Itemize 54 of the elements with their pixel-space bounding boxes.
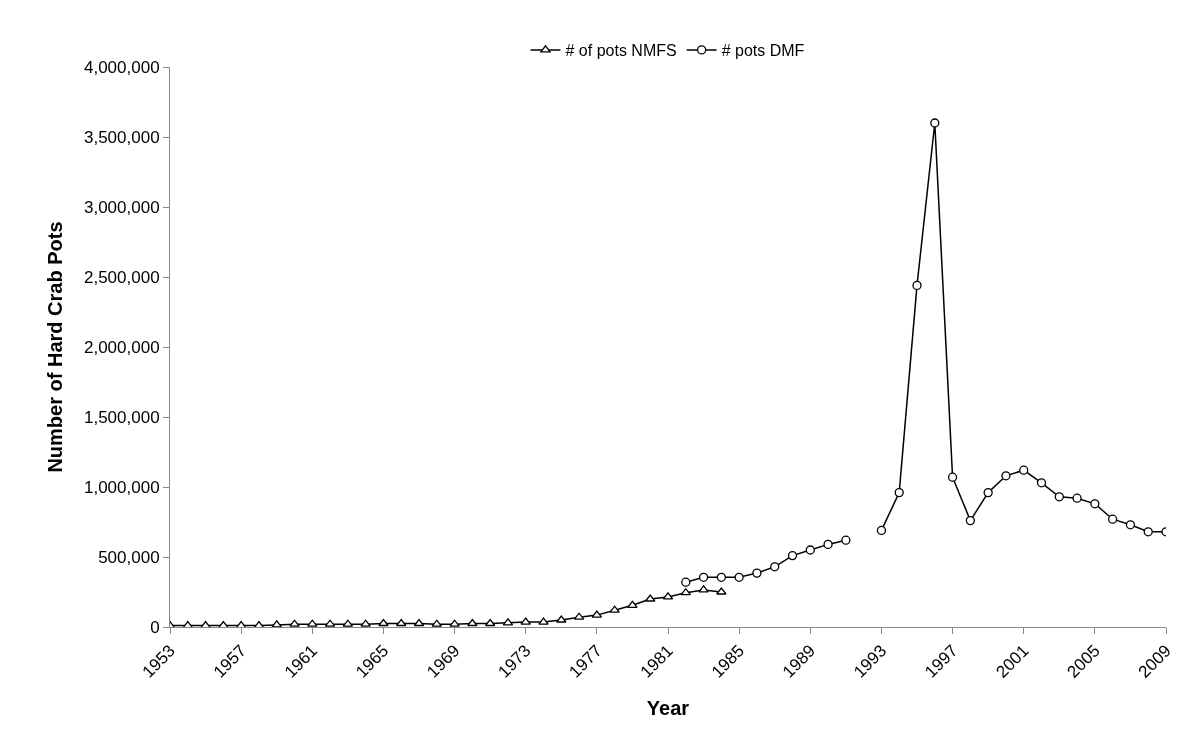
point: [770, 562, 780, 572]
point: [698, 572, 709, 582]
y-tick-label: 2,000,000: [83, 337, 160, 357]
point: [538, 617, 549, 625]
point: [1072, 493, 1082, 503]
point: [609, 605, 620, 613]
y-tick-label: 4,000,000: [83, 57, 160, 77]
point: [805, 545, 815, 555]
y-tick-label: 3,000,000: [83, 197, 160, 217]
legend-label: # pots DMF: [721, 42, 805, 60]
point: [1090, 499, 1100, 509]
point: [1019, 465, 1029, 475]
point: [983, 487, 993, 498]
point: [876, 525, 887, 536]
point: [681, 577, 691, 587]
point: [734, 572, 744, 582]
point: [1125, 520, 1136, 530]
point: [894, 487, 904, 498]
point: [698, 585, 709, 593]
point: [716, 572, 727, 582]
point: [841, 535, 851, 545]
y-tick-label: 0: [150, 617, 160, 637]
x-axis-title: Year: [646, 696, 690, 719]
y-tick-label: 1,500,000: [83, 407, 160, 427]
point: [787, 550, 798, 561]
y-tick-label: 500,000: [98, 547, 160, 567]
point: [1143, 527, 1153, 537]
point: [378, 618, 389, 627]
point: [965, 515, 976, 526]
point: [752, 568, 762, 578]
point: [1036, 478, 1047, 488]
point: [520, 617, 531, 625]
y-tick-label: 2,500,000: [83, 267, 160, 287]
point: [1001, 471, 1011, 481]
point: [823, 539, 833, 550]
point: [716, 587, 727, 595]
point: [360, 619, 371, 627]
point: [413, 618, 425, 627]
y-tick-label: 3,500,000: [83, 127, 160, 147]
point: [947, 472, 958, 482]
point: [627, 600, 638, 608]
point: [912, 280, 922, 291]
point: [467, 618, 478, 627]
point: [1107, 514, 1118, 524]
legend-label: # of pots NMFS: [565, 42, 677, 60]
point: [556, 615, 567, 623]
point: [449, 619, 460, 627]
point: [289, 619, 300, 627]
point: [484, 618, 496, 627]
point: [307, 619, 318, 627]
y-tick-label: 1,000,000: [83, 477, 160, 497]
y-axis-title: Number of Hard Crab Pots: [44, 221, 67, 473]
point: [1054, 492, 1064, 502]
point: [395, 618, 407, 627]
